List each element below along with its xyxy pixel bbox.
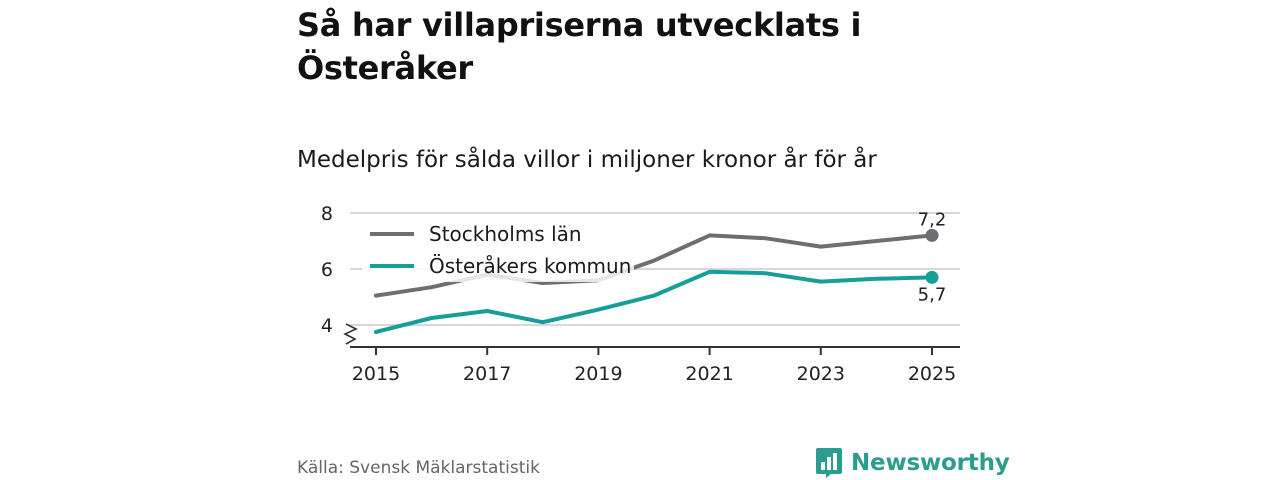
legend-label: Österåkers kommun — [429, 254, 631, 278]
x-tick-label: 2017 — [463, 363, 511, 385]
x-tick-label: 2015 — [352, 363, 400, 385]
y-tick-label: 4 — [321, 315, 333, 337]
legend-background — [362, 216, 634, 282]
x-axis: 2015 2017 2019 2021 2023 2025 — [350, 346, 960, 385]
source-note: Källa: Svensk Mäklarstatistik — [297, 458, 540, 478]
end-labels: 7,2 5,7 — [918, 209, 947, 305]
brand-name: Newsworthy — [851, 450, 1010, 476]
x-tick-label: 2025 — [908, 363, 956, 385]
newsworthy-logo-icon — [816, 448, 842, 478]
end-value-label: 7,2 — [918, 209, 947, 230]
y-tick-label: 8 — [321, 203, 333, 225]
end-value-label: 5,7 — [918, 284, 947, 305]
end-point-0 — [925, 228, 939, 242]
series-line-1 — [374, 269, 934, 334]
legend-label: Stockholms län — [429, 222, 582, 246]
axis-break-mark — [343, 323, 358, 345]
chart-title: Så har villapriserna utvecklats i Österå… — [297, 6, 862, 87]
end-point-1 — [925, 270, 939, 284]
chart-subtitle: Medelpris för sålda villor i miljoner kr… — [297, 147, 877, 173]
legend: Stockholms län Österåkers kommun — [362, 216, 634, 282]
brand-logo[interactable]: Newsworthy — [815, 446, 1010, 480]
y-tick-label: 6 — [321, 259, 333, 281]
x-tick-label: 2023 — [797, 363, 845, 385]
x-tick-label: 2019 — [574, 363, 622, 385]
x-tick-label: 2021 — [685, 363, 733, 385]
